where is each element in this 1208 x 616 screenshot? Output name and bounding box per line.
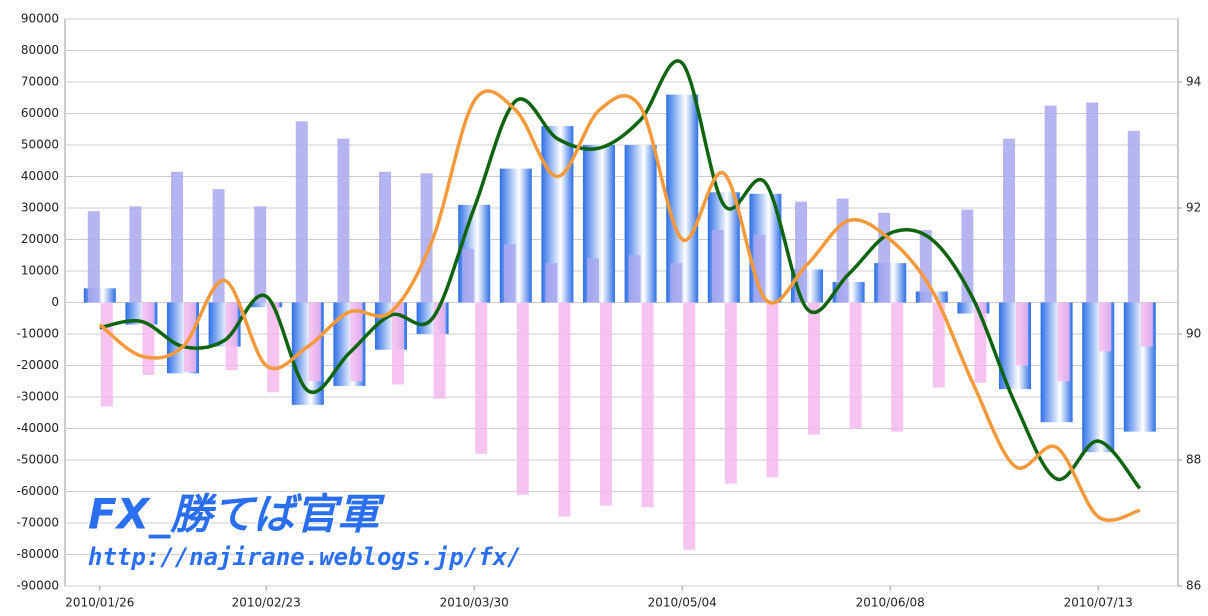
line xyxy=(98,89,1141,523)
bar xyxy=(295,121,308,303)
y-tick-label: -20000 xyxy=(16,358,59,372)
bar xyxy=(919,230,932,303)
y-tick-label: -10000 xyxy=(16,327,59,341)
y2-tick-label: 86 xyxy=(1186,579,1201,593)
bar xyxy=(392,302,404,385)
y-tick-label: 70000 xyxy=(21,75,59,89)
bar xyxy=(808,302,820,435)
bar xyxy=(641,302,654,508)
y-tick-label: 50000 xyxy=(21,138,59,152)
y-tick-label: -40000 xyxy=(16,421,59,435)
y-tick-label: 10000 xyxy=(21,264,59,278)
bar xyxy=(462,248,475,303)
bar xyxy=(503,244,516,303)
bar xyxy=(1057,302,1070,382)
bar xyxy=(587,258,599,303)
bar xyxy=(337,138,350,303)
y-tick-label: 0 xyxy=(51,295,59,309)
bar xyxy=(724,302,737,484)
bar xyxy=(225,302,238,371)
y-tick-label: 40000 xyxy=(21,169,59,183)
y-tick-label: 90000 xyxy=(21,12,59,26)
bar xyxy=(545,263,558,303)
bar xyxy=(1086,102,1099,303)
bar xyxy=(891,302,904,432)
bar xyxy=(171,171,183,303)
bar xyxy=(420,173,433,303)
x-tick-label: 2010/03/30 xyxy=(440,596,509,610)
bar xyxy=(1140,302,1153,347)
y-tick-label: -50000 xyxy=(16,453,59,467)
y2-tick-label: 92 xyxy=(1186,201,1201,215)
y-tick-label: -60000 xyxy=(16,484,59,498)
watermark-title: FX_勝てば官軍 xyxy=(88,490,385,539)
watermark-url: http://najirane.weblogs.jp/fx/ xyxy=(88,543,521,571)
bar xyxy=(878,212,891,303)
y2-tick-label: 88 xyxy=(1186,453,1201,467)
x-tick-label: 2010/02/23 xyxy=(232,596,301,610)
y-tick-label: -70000 xyxy=(16,516,59,530)
bar xyxy=(957,302,990,314)
y-tick-label: -80000 xyxy=(16,547,59,561)
y-tick-label: 20000 xyxy=(21,232,59,246)
bar xyxy=(683,302,696,550)
bar xyxy=(1044,105,1057,303)
x-tick-label: 2010/06/08 xyxy=(856,596,925,610)
bar xyxy=(250,302,283,308)
x-tick-label: 2010/05/04 xyxy=(648,596,717,610)
bar xyxy=(516,302,529,495)
bar xyxy=(1127,130,1140,303)
bar xyxy=(628,255,641,303)
bar xyxy=(142,302,155,375)
bar xyxy=(350,302,363,382)
x-tick-label: 2010/01/26 xyxy=(65,596,134,610)
bar xyxy=(100,302,113,407)
bar xyxy=(129,206,142,303)
bar xyxy=(1016,302,1028,366)
bar xyxy=(600,302,612,506)
bar xyxy=(753,234,766,303)
bar xyxy=(475,302,488,454)
bar xyxy=(558,302,571,517)
y-tick-label: 80000 xyxy=(21,43,59,57)
line xyxy=(99,59,1142,490)
bar xyxy=(1099,302,1112,352)
bar xyxy=(766,302,779,478)
bar xyxy=(254,206,267,303)
y-tick-label: -30000 xyxy=(16,390,59,404)
y2-tick-label: 94 xyxy=(1186,75,1201,89)
bar xyxy=(87,211,100,303)
x-tick-label: 2010/07/13 xyxy=(1064,596,1133,610)
bar xyxy=(433,302,446,399)
bar xyxy=(849,302,862,429)
bar xyxy=(670,263,683,303)
bar xyxy=(1003,138,1015,303)
bar xyxy=(212,189,225,303)
bar xyxy=(932,302,945,388)
plot-area: -90000 -80000 -70000 -60000 -50000 -40000 -300… xyxy=(16,12,1201,610)
y-tick-label: 60000 xyxy=(21,106,59,120)
y-tick-label: -90000 xyxy=(16,579,59,593)
y2-tick-label: 90 xyxy=(1186,327,1201,341)
y-tick-label: 30000 xyxy=(21,201,59,215)
bar xyxy=(711,230,724,303)
bar xyxy=(379,171,391,303)
